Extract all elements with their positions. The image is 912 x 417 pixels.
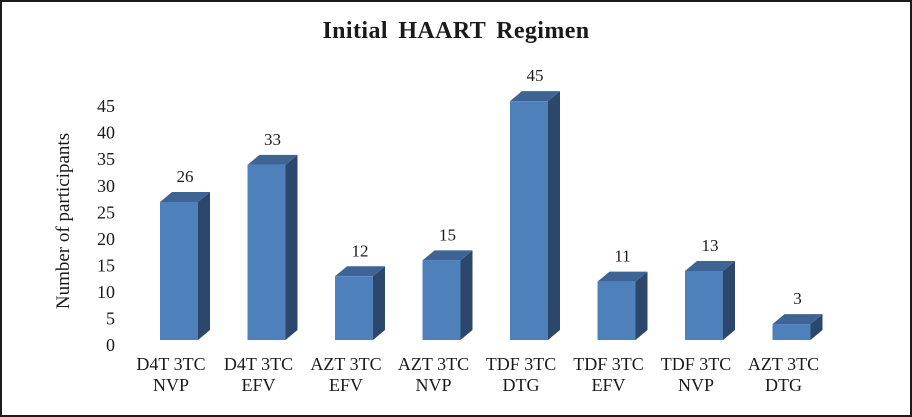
bar-top-face [160, 191, 210, 202]
bar-value-label: 13 [702, 236, 719, 255]
bar-top-face [422, 250, 473, 261]
x-category-label-line1: AZT 3TC [398, 354, 469, 374]
x-category-label-line2: EFV [241, 375, 275, 395]
x-category-label-line2: DTG [765, 375, 802, 395]
x-category-label-line2: EFV [329, 375, 363, 395]
bar-front-face [247, 164, 286, 340]
y-tick-label: 20 [97, 229, 115, 249]
x-category-label-line1: D4T 3TC [136, 354, 205, 374]
bar-front-face [160, 201, 198, 340]
x-category-label-line2: EFV [591, 375, 625, 395]
y-tick-label: 25 [97, 202, 115, 222]
bar-front-face [772, 324, 811, 340]
y-tick-label: 10 [97, 282, 115, 302]
bar-top-face [597, 271, 648, 282]
x-category-label-line1: TDF 3TC [486, 354, 557, 374]
x-category-label-line2: NVP [678, 375, 714, 395]
bar-side-face [285, 154, 298, 340]
bar-front-face [685, 270, 723, 340]
y-tick-label: 15 [97, 255, 115, 275]
bar-side-face [810, 314, 823, 340]
bar-front-face [422, 260, 461, 340]
bar-value-label: 12 [352, 241, 369, 260]
bar-front-face [335, 276, 373, 340]
bar-side-face [635, 271, 648, 340]
x-category-label-line1: TDF 3TC [661, 354, 732, 374]
bar-side-face [723, 260, 735, 340]
x-category-label-line1: D4T 3TC [224, 354, 293, 374]
bar-value-label: 33 [264, 130, 281, 149]
bar-value-label: 26 [177, 167, 194, 186]
bar-top-face [335, 266, 385, 277]
bar-value-label: 45 [527, 66, 544, 85]
x-category-label-line2: DTG [503, 375, 540, 395]
bar-top-face [510, 91, 560, 102]
bar-value-label: 15 [439, 225, 456, 244]
y-tick-label: 40 [97, 123, 115, 143]
bar-top-face [772, 314, 823, 325]
x-category-label-line1: AZT 3TC [310, 354, 381, 374]
bar-side-face [373, 266, 385, 340]
y-tick-label: 5 [106, 308, 115, 328]
bar-value-label: 11 [614, 247, 630, 266]
y-tick-label: 45 [97, 96, 115, 116]
bar-side-face [198, 191, 210, 340]
x-category-label-line2: NVP [153, 375, 189, 395]
y-tick-label: 0 [106, 335, 115, 355]
y-tick-label: 30 [97, 176, 115, 196]
bar-front-face [597, 281, 636, 340]
bar-side-face [548, 91, 560, 340]
chart-title: Initial HAART Regimen [322, 18, 590, 44]
bar-value-label: 3 [793, 289, 802, 308]
x-category-label-line2: NVP [415, 375, 451, 395]
bar-side-face [460, 250, 473, 340]
bar-top-face [685, 260, 735, 271]
x-category-label-line1: TDF 3TC [573, 354, 644, 374]
bar-top-face [247, 154, 298, 165]
x-category-label-line1: AZT 3TC [748, 354, 819, 374]
y-tick-label: 35 [97, 149, 115, 169]
bar-front-face [510, 101, 548, 340]
